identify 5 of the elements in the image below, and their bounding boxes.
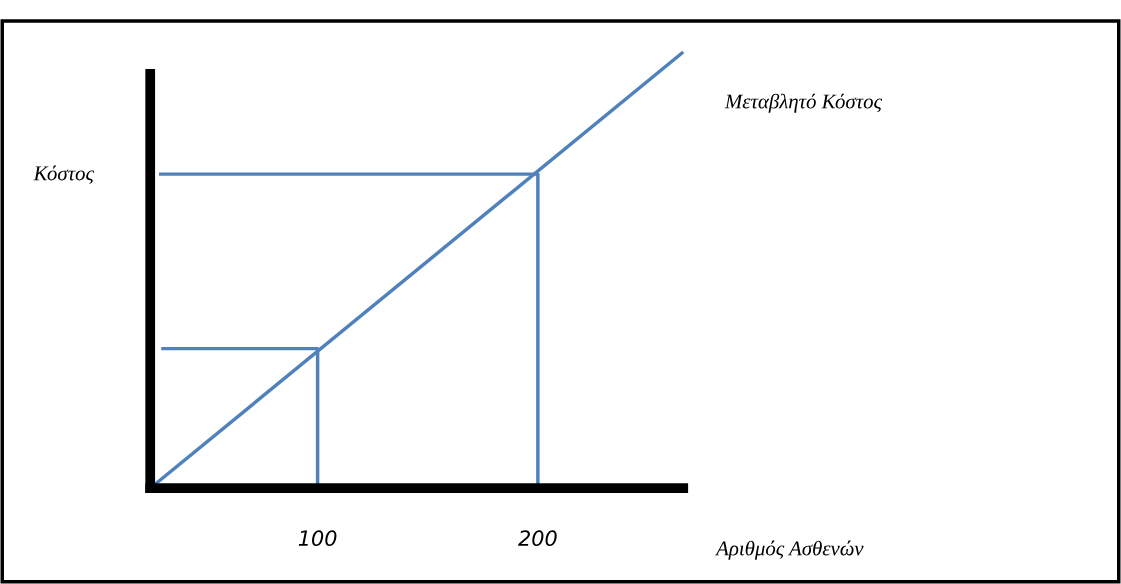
x-tick-label: 100 <box>298 530 337 547</box>
x-tick-label: 200 <box>518 530 557 547</box>
text: Μεταβλητό Κόστος <box>724 93 883 113</box>
x-axis-title: Αριθμός Ασθενών <box>715 540 864 560</box>
y-axis-title: Κόστος <box>33 165 95 184</box>
